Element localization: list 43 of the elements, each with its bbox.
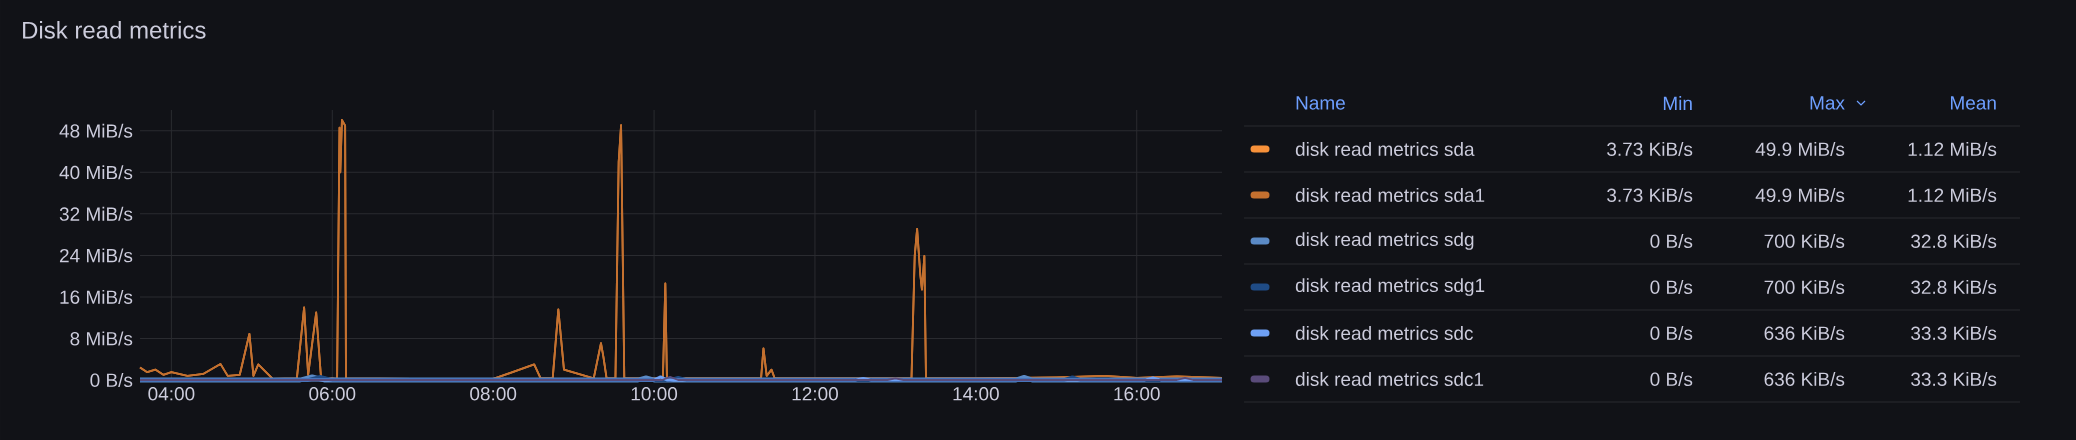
x-tick-label: 10:00	[631, 387, 678, 401]
text: Max	[1810, 96, 1845, 110]
y-tick-label: 48 MiB/s	[59, 123, 133, 138]
legend-label: disk read metrics sda	[1295, 142, 1475, 156]
x-tick-label: 08:00	[470, 387, 517, 401]
text: 0 B/s	[1650, 234, 1693, 248]
y-tick-label: 40 MiB/s	[59, 165, 133, 180]
y-tick-label: 32 MiB/s	[59, 206, 133, 221]
text: 0 B/s	[1650, 280, 1693, 294]
text: 0 B/s	[1650, 326, 1693, 340]
y-tick-label: 16 MiB/s	[60, 289, 133, 304]
text: Mean	[1950, 96, 1996, 110]
text: 636 KiB/s	[1764, 372, 1845, 386]
text: 32.8 KiB/s	[1911, 234, 1997, 248]
legend-label: disk read metrics sda1	[1295, 188, 1485, 202]
text: 3.73 KiB/s	[1607, 188, 1693, 202]
text: 49.9 MiB/s	[1755, 188, 1845, 202]
text: 636 KiB/s	[1764, 326, 1845, 340]
text: 1.12 MiB/s	[1908, 142, 1997, 156]
text: 33.3 KiB/s	[1911, 326, 1997, 340]
legend-label: disk read metrics sdg	[1295, 232, 1474, 250]
y-tick-label: 24 MiB/s	[59, 248, 133, 263]
x-tick-label: 14:00	[953, 387, 999, 401]
y-tick-label: 8 MiB/s	[70, 331, 133, 346]
text: Min	[1663, 96, 1692, 110]
text: Name	[1296, 96, 1345, 110]
x-tick-label: 06:00	[309, 387, 356, 401]
legend-label: disk read metrics sdc	[1295, 326, 1473, 340]
text: 1.12 MiB/s	[1908, 188, 1997, 202]
text: 700 KiB/s	[1764, 280, 1845, 294]
x-tick-label: 12:00	[792, 387, 838, 401]
y-tick-label: 0 B/s	[90, 373, 133, 387]
text: 49.9 MiB/s	[1755, 142, 1845, 156]
x-tick-label: 16:00	[1114, 387, 1160, 401]
text: 32.8 KiB/s	[1911, 280, 1997, 294]
text: 700 KiB/s	[1764, 234, 1845, 248]
text: 0 B/s	[1650, 372, 1693, 386]
legend-label: disk read metrics sdc1	[1295, 372, 1484, 386]
text: 3.73 KiB/s	[1607, 142, 1693, 156]
x-tick-label: 04:00	[148, 387, 195, 401]
text: 33.3 KiB/s	[1911, 372, 1997, 386]
legend-label: disk read metrics sdg1	[1295, 278, 1485, 296]
chart-title: Disk read metrics	[23, 21, 206, 39]
